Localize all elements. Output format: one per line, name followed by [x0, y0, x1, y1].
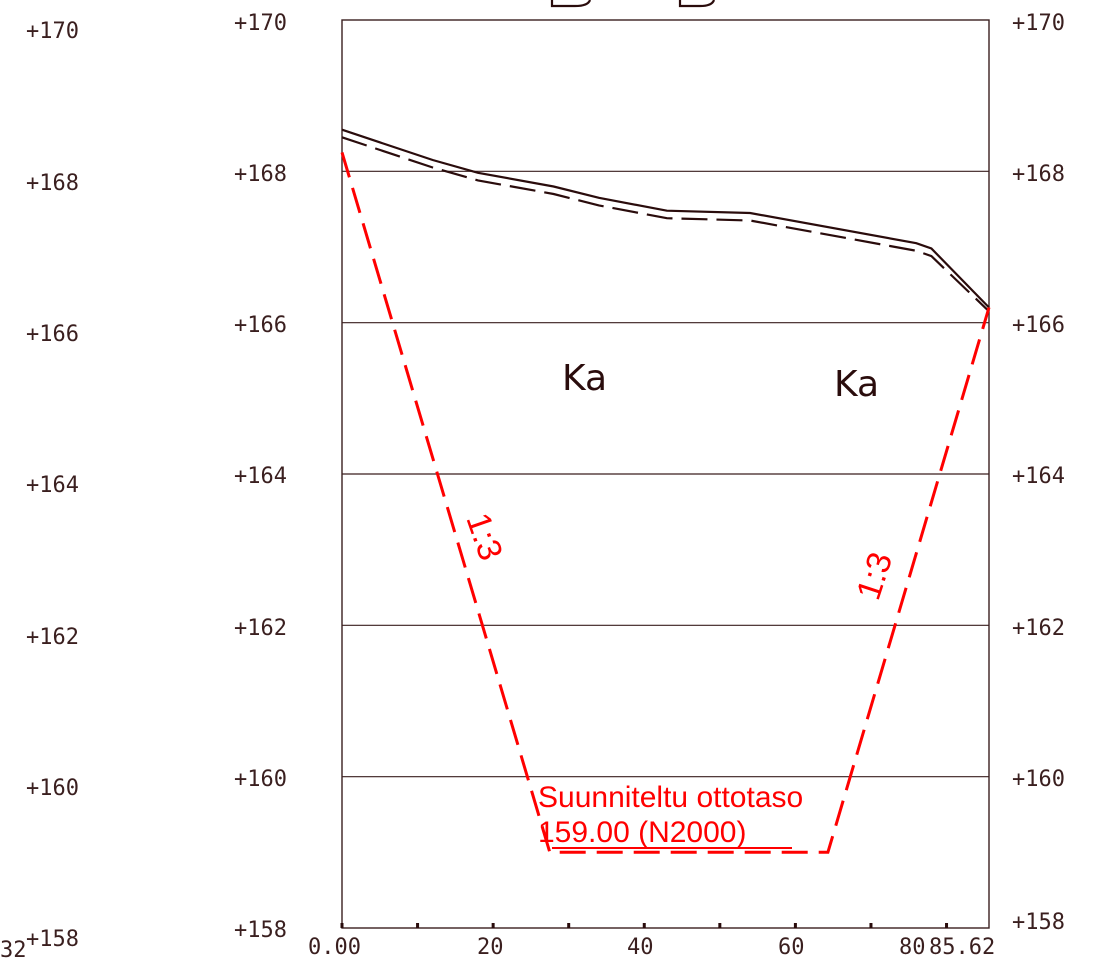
y-tick-label-right: +158: [1012, 910, 1065, 935]
y-tick-label-right: +168: [1012, 162, 1065, 187]
left-scale-label: +158: [26, 927, 79, 952]
x-tick-label: 40: [627, 935, 654, 960]
x-tick-label: 80: [899, 935, 926, 960]
y-tick-label-right: +160: [1012, 767, 1065, 792]
grid-lines: [342, 170, 989, 778]
soil-label: Ka: [834, 364, 879, 405]
x-axis: 0.00 20 40 60 80 85.62: [308, 935, 995, 960]
left-scale-label: +164: [26, 473, 79, 498]
x-tick-label: 20: [477, 935, 504, 960]
x-tick-label: 0.00: [308, 935, 361, 960]
y-tick-label-left: +170: [234, 11, 287, 36]
y-tick-label-right: +166: [1012, 313, 1065, 338]
x-tick-label: 60: [778, 935, 805, 960]
slope-label-right: 1:3: [849, 548, 900, 605]
soil-label: Ka: [562, 358, 607, 399]
left-scale-label: +170: [26, 19, 79, 44]
cut-off-title-glyph: [678, 0, 716, 8]
y-axis-right: +170 +168 +166 +164 +162 +160 +158: [1012, 11, 1065, 935]
x-axis-ticks: [340, 923, 949, 928]
y-tick-label-left: +166: [234, 313, 287, 338]
y-tick-label-left: +160: [234, 767, 287, 792]
left-scale-label: +166: [26, 322, 79, 347]
design-level-value: 159.00 (N2000): [538, 816, 746, 849]
slope-label-left: 1:3: [458, 508, 509, 565]
left-scale-label: +162: [26, 625, 79, 650]
left-scale-label: +168: [26, 171, 79, 196]
y-tick-label-left: +158: [234, 918, 287, 943]
x-tick-label: 85.62: [929, 935, 995, 960]
y-tick-label-left: +168: [234, 162, 287, 187]
y-tick-label-left: +164: [234, 464, 287, 489]
y-tick-label-left: +162: [234, 616, 287, 641]
cut-off-title-glyph: [550, 0, 592, 8]
ground-surface-line: [341, 128, 990, 309]
left-scale-label: +160: [26, 776, 79, 801]
design-level-label: Suunniteltu ottotaso: [538, 781, 803, 814]
y-tick-label-right: +170: [1012, 11, 1065, 36]
plot-frame: [341, 19, 990, 929]
cut-off-label: 32: [0, 938, 27, 963]
y-tick-label-right: +162: [1012, 616, 1065, 641]
design-excavation-outline: [340, 151, 991, 854]
ground-surface-dashed-line: [341, 136, 990, 313]
y-axis-left: +170 +168 +166 +164 +162 +160 +158: [234, 11, 287, 943]
y-tick-label-right: +164: [1012, 464, 1065, 489]
left-scale: +170 +168 +166 +164 +162 +160 +158: [26, 19, 79, 952]
